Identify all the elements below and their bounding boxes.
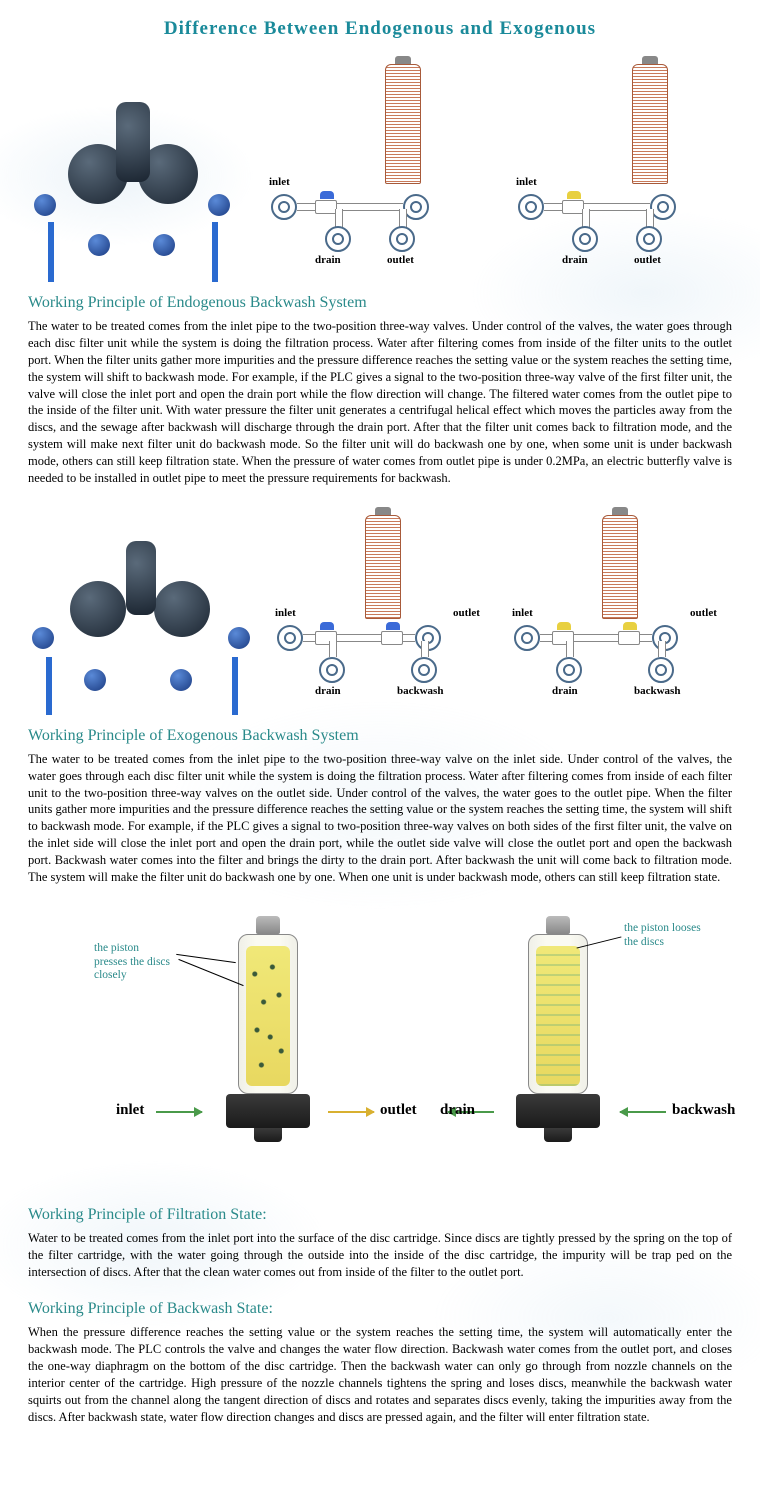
port-label-outlet: outlet — [453, 607, 480, 619]
endogenous-figure-row: inlet drain outlet inlet drain outlet — [28, 54, 732, 284]
main-title: Difference Between Endogenous and Exogen… — [28, 18, 732, 40]
annotation-pressed: the piston presses the discs closely — [94, 942, 174, 983]
annotation-loose: the piston looses the discs — [624, 922, 704, 950]
big-port-backwash: backwash — [672, 1102, 735, 1119]
port-label-outlet: outlet — [690, 607, 717, 619]
exogenous-diagram-filtration: inlet outlet drain backwash — [275, 507, 495, 717]
exogenous-figure-row: inlet outlet drain backwash inlet outlet… — [28, 507, 732, 717]
big-port-inlet: inlet — [116, 1102, 144, 1119]
big-port-outlet: outlet — [380, 1102, 417, 1119]
cartridge-filtration — [208, 916, 328, 1156]
exogenous-device-photo — [28, 537, 258, 717]
endogenous-diagram-filtration: inlet drain outlet — [265, 54, 485, 284]
port-label-drain: drain — [562, 254, 588, 266]
port-label-drain: drain — [552, 685, 578, 697]
section4-heading: Working Principle of Backwash State: — [28, 1300, 732, 1318]
port-label-inlet: inlet — [516, 176, 537, 188]
section3-body: Water to be treated comes from the inlet… — [28, 1230, 732, 1281]
port-label-drain: drain — [315, 685, 341, 697]
port-label-outlet: outlet — [634, 254, 661, 266]
section1-body: The water to be treated comes from the i… — [28, 318, 732, 487]
section1-heading: Working Principle of Endogenous Backwash… — [28, 294, 732, 312]
port-label-inlet: inlet — [269, 176, 290, 188]
port-label-backwash: backwash — [634, 685, 680, 697]
port-label-outlet: outlet — [387, 254, 414, 266]
section4-body: When the pressure difference reaches the… — [28, 1324, 732, 1425]
port-label-inlet: inlet — [512, 607, 533, 619]
cartridge-figure-row: the piston presses the discs closely inl… — [28, 916, 732, 1196]
exogenous-diagram-backwash: inlet outlet drain backwash — [512, 507, 732, 717]
port-label-inlet: inlet — [275, 607, 296, 619]
section3-heading: Working Principle of Filtration State: — [28, 1206, 732, 1224]
endogenous-diagram-backwash: inlet drain outlet — [512, 54, 732, 284]
cartridge-backwash — [498, 916, 618, 1156]
endogenous-device-photo — [28, 94, 238, 284]
section2-heading: Working Principle of Exogenous Backwash … — [28, 727, 732, 745]
big-port-drain: drain — [440, 1102, 475, 1119]
port-label-drain: drain — [315, 254, 341, 266]
section2-body: The water to be treated comes from the i… — [28, 751, 732, 886]
port-label-backwash: backwash — [397, 685, 443, 697]
